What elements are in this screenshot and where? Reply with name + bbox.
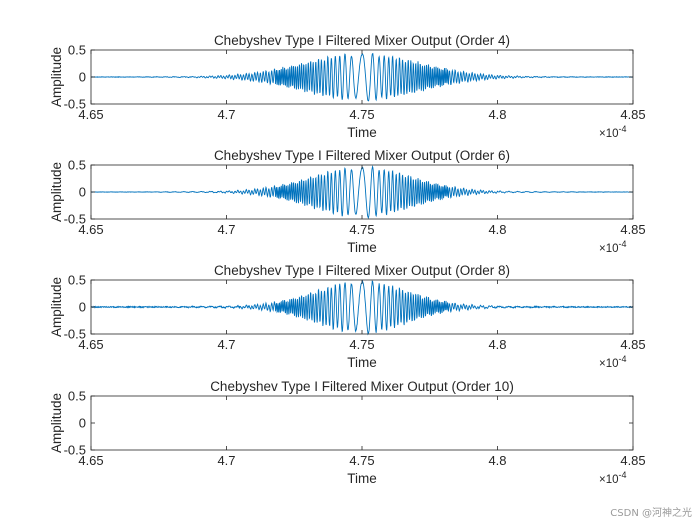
y-tick-label: 0	[79, 185, 86, 200]
x-tick-label: 4.8	[488, 453, 506, 468]
y-tick-label: -0.5	[64, 212, 86, 227]
x-tick-label: 4.8	[488, 107, 506, 122]
x-exponent-power: -4	[619, 124, 627, 134]
x-exponent-label: ×10-4	[599, 239, 627, 255]
x-tick-label: 4.75	[349, 453, 374, 468]
x-tick-label: 4.85	[620, 107, 645, 122]
x-tick-label: 4.65	[78, 337, 103, 352]
x-axis-label: Time	[347, 471, 377, 486]
x-axis-label: Time	[347, 125, 377, 140]
x-exponent-power: -4	[619, 354, 627, 364]
y-tick-label: 0.5	[68, 43, 86, 58]
chart-title: Chebyshev Type I Filtered Mixer Output (…	[214, 33, 510, 48]
y-tick-label: 0.5	[68, 389, 86, 404]
x-exponent-power: -4	[619, 239, 627, 249]
x-tick-label: 4.75	[349, 107, 374, 122]
axes-box	[90, 395, 634, 451]
x-axis-label: Time	[347, 355, 377, 370]
y-tick-label: 0	[79, 416, 86, 431]
chart-title: Chebyshev Type I Filtered Mixer Output (…	[214, 263, 510, 278]
x-exponent-power: -4	[619, 470, 627, 480]
y-tick-label: 0.5	[68, 158, 86, 173]
y-tick-label: -0.5	[64, 97, 86, 112]
x-tick-label: 4.8	[488, 222, 506, 237]
x-tick-label: 4.7	[217, 337, 235, 352]
y-tick-label: 0.5	[68, 273, 86, 288]
series-line	[90, 52, 634, 102]
y-axis-label: Amplitude	[49, 393, 64, 453]
x-tick-label: 4.75	[349, 337, 374, 352]
watermark: CSDN @河神之光	[610, 508, 692, 519]
x-axis-label: Time	[347, 240, 377, 255]
x-exponent-label: ×10-4	[599, 354, 627, 370]
y-tick-label: -0.5	[64, 327, 86, 342]
chart-title: Chebyshev Type I Filtered Mixer Output (…	[214, 148, 510, 163]
y-axis-label: Amplitude	[49, 47, 64, 107]
x-tick-label: 4.7	[217, 107, 235, 122]
x-tick-label: 4.75	[349, 222, 374, 237]
y-axis-label: Amplitude	[49, 162, 64, 222]
chart-title: Chebyshev Type I Filtered Mixer Output (…	[210, 379, 514, 394]
x-tick-label: 4.85	[620, 453, 645, 468]
x-tick-label: 4.8	[488, 337, 506, 352]
subplot-3: Chebyshev Type I Filtered Mixer Output (…	[49, 263, 646, 370]
x-tick-label: 4.65	[78, 453, 103, 468]
y-tick-label: 0	[79, 70, 86, 85]
y-axis-label: Amplitude	[49, 277, 64, 337]
x-tick-label: 4.7	[217, 453, 235, 468]
x-exponent-label: ×10-4	[599, 124, 627, 140]
x-tick-label: 4.65	[78, 107, 103, 122]
x-tick-label: 4.85	[620, 337, 645, 352]
y-tick-label: 0	[79, 300, 86, 315]
x-exponent-label: ×10-4	[599, 470, 627, 486]
x-tick-label: 4.7	[217, 222, 235, 237]
series-line	[90, 279, 634, 336]
series-line	[90, 165, 634, 220]
subplot-1: Chebyshev Type I Filtered Mixer Output (…	[49, 33, 646, 140]
y-tick-label: -0.5	[64, 443, 86, 458]
x-tick-label: 4.65	[78, 222, 103, 237]
subplot-2: Chebyshev Type I Filtered Mixer Output (…	[49, 148, 646, 255]
subplot-4: Chebyshev Type I Filtered Mixer Output (…	[49, 379, 646, 486]
x-tick-label: 4.85	[620, 222, 645, 237]
